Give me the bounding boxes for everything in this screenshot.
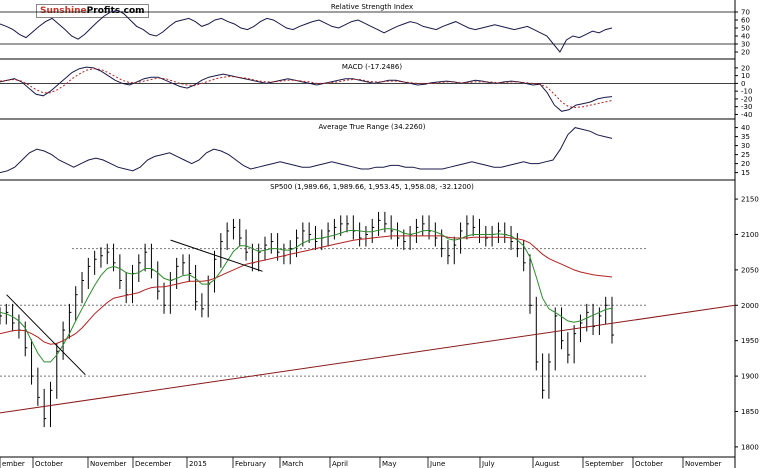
x-tick-label: December [135,460,171,468]
y-tick-label: 20 [741,64,750,72]
y-tick-label: 1900 [741,373,759,381]
rsi-series-line [0,9,613,53]
y-tick-label: 20 [741,160,750,168]
y-tick-label: 40 [741,33,750,41]
slow-moving-average-line [0,235,613,345]
y-tick-label: 30 [741,142,750,150]
x-tick-label: November [685,460,722,468]
panel-title: Relative Strength Index [331,3,413,11]
panel-title: MACD (-17.2486) [342,63,402,71]
y-tick-label: 2150 [741,196,759,204]
x-tick-label: ember [2,460,25,468]
atr-series-line [0,127,613,174]
y-tick-label: 1850 [741,408,759,416]
y-tick-label: 30 [741,41,750,49]
x-tick-label: April [332,460,348,468]
macd-series-line [0,66,613,112]
y-tick-label: 35 [741,133,750,141]
x-tick-label: 2015 [189,460,207,468]
y-tick-label: -20 [741,95,752,103]
x-tick-label: November [90,460,127,468]
x-tick-label: July [481,460,495,468]
x-tick-label: October [35,460,63,468]
y-tick-label: 70 [741,9,750,17]
y-tick-label: 2050 [741,266,759,274]
trendline [6,294,86,376]
x-tick-label: October [635,460,663,468]
y-tick-label: 0 [741,80,745,88]
y-tick-label: -40 [741,111,752,119]
x-tick-label: August [535,460,560,468]
y-tick-label: 40 [741,124,750,132]
y-tick-label: 50 [741,25,750,33]
y-tick-label: 20 [741,49,750,57]
y-tick-label: 1800 [741,443,759,451]
y-tick-label: 1950 [741,337,759,345]
x-tick-label: March [282,460,303,468]
trendline [0,304,736,414]
panel-title: SP500 (1,989.66, 1,989.66, 1,953.45, 1,9… [270,183,474,191]
y-tick-label: 2100 [741,231,759,239]
x-tick-label: September [585,460,624,468]
x-tick-label: June [429,460,445,468]
trendline [170,239,263,272]
y-tick-label: 25 [741,151,750,159]
y-tick-label: 15 [741,169,750,177]
x-tick-label: February [235,460,266,468]
fast-moving-average-line [0,228,613,363]
macd-signal-line [0,68,613,109]
y-tick-label: -30 [741,103,752,111]
y-tick-label: 2000 [741,302,759,310]
y-tick-label: -10 [741,88,752,96]
panel-title: Average True Range (34.2260) [319,123,426,131]
y-tick-label: 10 [741,72,750,80]
y-tick-label: 60 [741,17,750,25]
x-tick-label: May [382,460,396,468]
